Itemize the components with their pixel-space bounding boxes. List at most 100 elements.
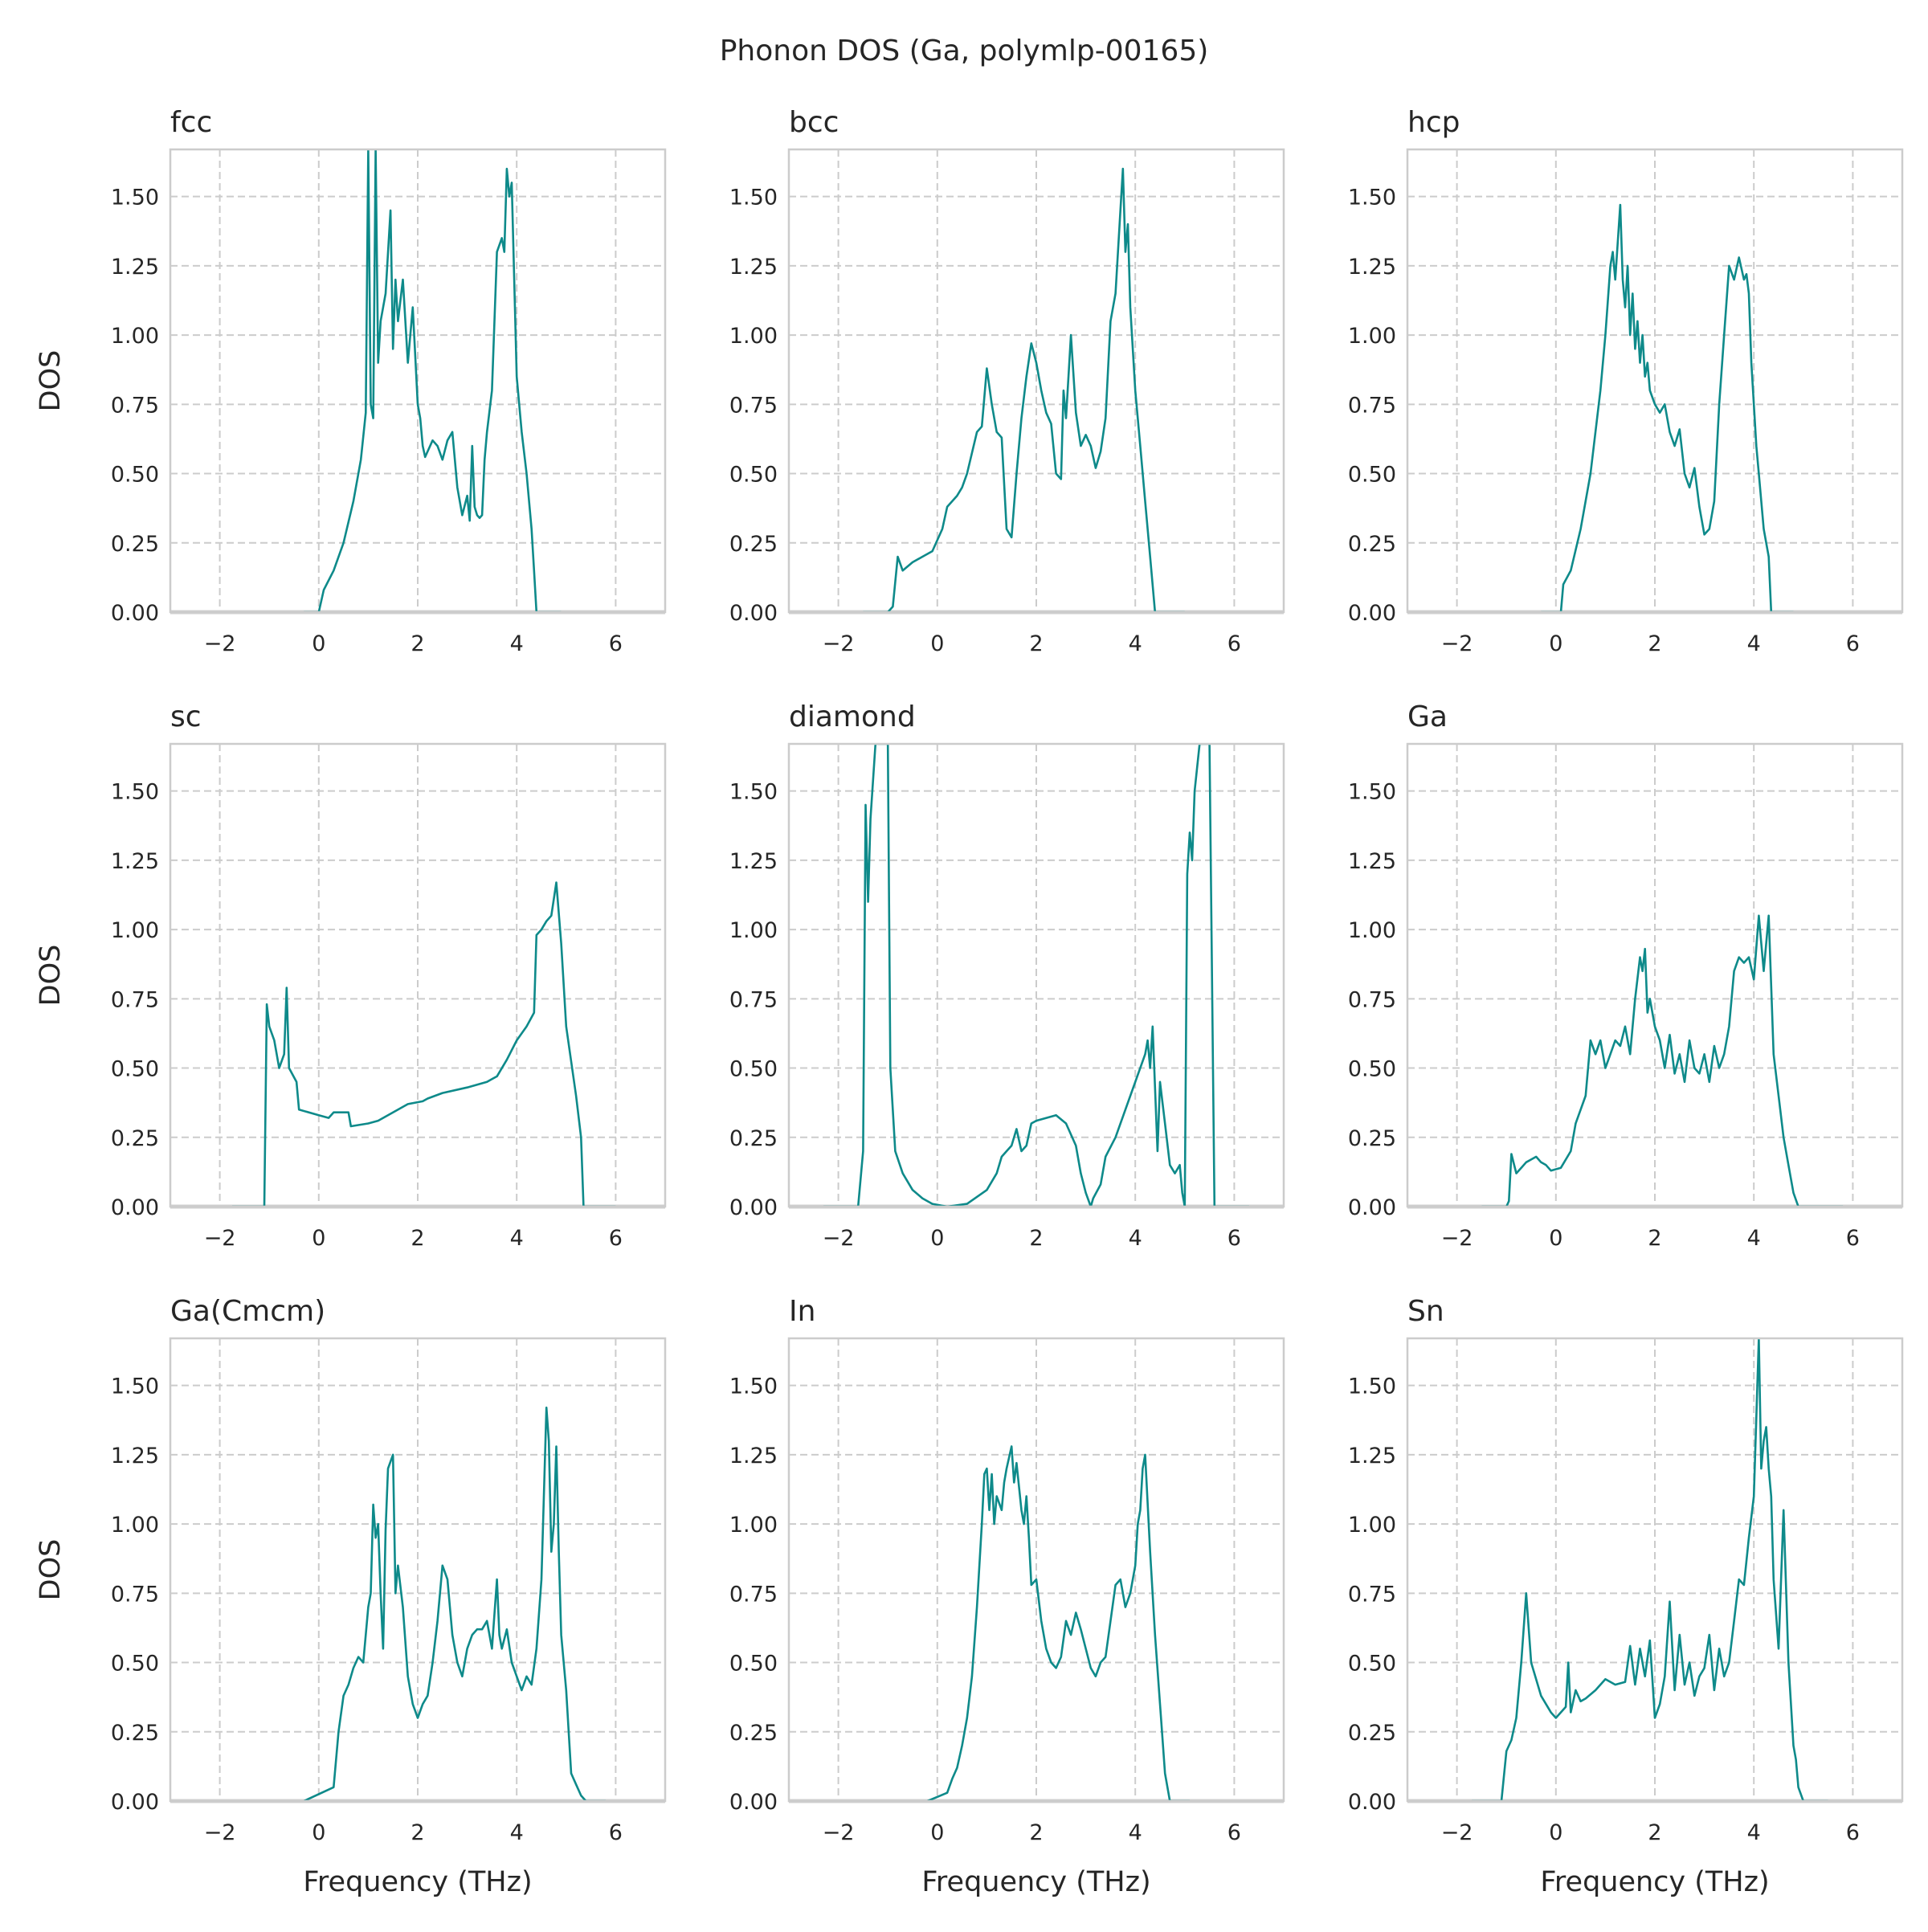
dos-line [303,1406,607,1801]
y-tick-label: 1.25 [1348,849,1396,874]
y-tick-label: 1.00 [111,918,159,943]
y-tick-label: 1.25 [1348,1444,1396,1468]
axes-frame [787,742,1285,1208]
y-tick-label: 0.25 [111,1721,159,1746]
panel-8: −2 0 2 4 6 0.00 0.25 0.50 0.75 1.00 1.25 1.50 In Freq… [729,1295,1285,1898]
y-tick-label: 1.50 [729,186,778,210]
x-tick-label: −2 [204,1226,236,1251]
x-tick-label: 0 [930,631,944,656]
x-tick-label: 2 [1029,631,1043,656]
dos-line [1472,1338,1828,1801]
y-tick-label: 0.25 [1348,1126,1396,1151]
figure-title: Phonon DOS (Ga, polymlp-00165) [720,35,1209,67]
y-tick-label: 1.25 [111,849,159,874]
x-tick-label: 0 [312,631,325,656]
y-tick-label: 1.00 [111,1513,159,1538]
y-tick-label: 0.75 [111,393,159,418]
panel-title: hcp [1407,106,1460,139]
x-axis-label: Frequency (THz) [303,1866,532,1898]
y-tick-label: 0.00 [111,1195,159,1220]
panel-title: sc [170,701,202,733]
axes-frame [787,148,1285,614]
x-tick-label: 6 [1227,631,1241,656]
x-tick-label: 4 [510,1226,524,1251]
x-tick-label: 0 [930,1820,944,1845]
y-tick-label: 1.00 [1348,1513,1396,1538]
x-tick-label: 4 [1129,1820,1142,1845]
y-tick-label: 0.50 [729,1057,778,1082]
y-tick-label: 1.50 [1348,186,1396,210]
panel-5: −2 0 2 4 6 0.00 0.25 0.50 0.75 1.00 1.25 1.50 diamon… [729,701,1285,1251]
x-tick-label: 6 [1846,1226,1860,1251]
y-tick-label: 0.00 [729,601,778,626]
x-tick-label: −2 [823,1820,855,1845]
y-tick-label: 0.50 [1348,1652,1396,1677]
y-tick-label: 0.75 [1348,393,1396,418]
gridlines [170,744,665,1207]
dos-line [1481,914,1844,1207]
x-tick-label: 2 [411,1226,424,1251]
panel-1: −2 0 2 4 6 0.00 0.25 0.50 0.75 1.00 1.25 1.50 fcc DOS [35,106,667,656]
x-tick-label: 0 [312,1226,325,1251]
x-tick-label: 4 [1129,631,1142,656]
x-tick-label: −2 [204,1820,236,1845]
gridlines [789,1338,1284,1802]
x-tick-label: 0 [930,1226,944,1251]
y-tick-label: 1.00 [1348,918,1396,943]
x-tick-label: 4 [1747,1226,1761,1251]
y-tick-label: 1.25 [111,1444,159,1468]
x-tick-label: 6 [609,1226,623,1251]
y-tick-label: 0.75 [1348,1582,1396,1607]
dos-line [232,881,616,1207]
x-tick-label: 0 [1549,631,1562,656]
x-tick-label: −2 [823,631,855,656]
y-tick-label: 0.25 [1348,532,1396,557]
y-tick-label: 0.00 [729,1195,778,1220]
axes-frame [1406,1337,1904,1803]
panel-4: −2 0 2 4 6 0.00 0.25 0.50 0.75 1.00 1.25 1.50 sc DOS [35,701,667,1251]
axes-frame [1406,742,1904,1208]
y-tick-label: 0.25 [111,1126,159,1151]
x-tick-label: 0 [312,1820,325,1845]
y-tick-label: 0.75 [111,987,159,1012]
y-tick-label: 0.50 [729,1652,778,1677]
gridlines [1407,149,1902,613]
panel-title: bcc [789,106,839,139]
x-tick-label: −2 [204,631,236,656]
y-tick-label: 0.50 [111,1652,159,1677]
x-tick-label: 2 [1648,1820,1661,1845]
y-tick-label: 0.25 [1348,1721,1396,1746]
x-tick-label: 6 [609,631,623,656]
y-tick-label: 1.50 [111,1374,159,1399]
x-tick-label: 2 [1029,1226,1043,1251]
x-tick-label: 6 [1227,1820,1241,1845]
x-tick-label: 6 [1227,1226,1241,1251]
y-tick-label: 0.75 [729,1582,778,1607]
panel-title: diamond [789,701,916,733]
y-tick-label: 1.00 [111,324,159,349]
x-tick-label: −2 [823,1226,855,1251]
gridlines [789,149,1284,613]
y-tick-label: 0.75 [111,1582,159,1607]
axes-frame [787,1337,1285,1803]
y-tick-label: 0.00 [729,1790,778,1815]
y-tick-label: 1.00 [729,324,778,349]
y-tick-label: 0.00 [1348,1195,1396,1220]
x-tick-label: 4 [1129,1226,1142,1251]
y-tick-label: 0.50 [729,463,778,488]
y-axis-label: DOS [35,945,67,1007]
x-tick-label: 6 [1846,631,1860,656]
y-tick-label: 1.25 [1348,255,1396,280]
gridlines [170,149,665,613]
panel-title: Sn [1407,1295,1444,1328]
y-tick-label: 0.75 [729,987,778,1012]
y-tick-label: 1.50 [1348,1374,1396,1399]
axes-frame [169,1337,667,1803]
x-tick-label: 2 [411,1820,424,1845]
y-axis-label: DOS [35,350,67,412]
x-tick-label: 4 [510,1820,524,1845]
panel-6: −2 0 2 4 6 0.00 0.25 0.50 0.75 1.00 1.25 1.50 Ga [1348,701,1904,1251]
y-tick-label: 0.25 [729,1721,778,1746]
x-tick-label: 4 [1747,1820,1761,1845]
y-tick-label: 1.50 [729,780,778,805]
